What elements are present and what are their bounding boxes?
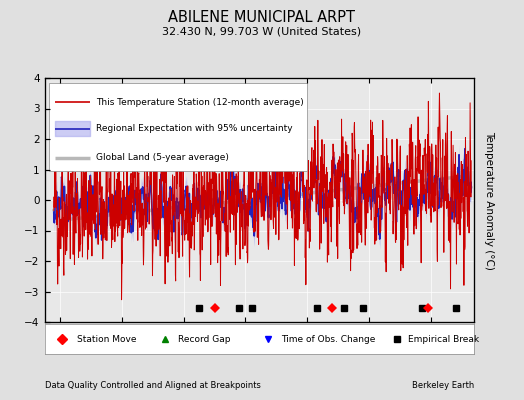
Y-axis label: Temperature Anomaly (°C): Temperature Anomaly (°C) (484, 130, 494, 270)
Text: Data Quality Controlled and Aligned at Breakpoints: Data Quality Controlled and Aligned at B… (45, 381, 260, 390)
Text: This Temperature Station (12-month average): This Temperature Station (12-month avera… (96, 98, 304, 107)
Text: Record Gap: Record Gap (178, 334, 230, 344)
Text: Time of Obs. Change: Time of Obs. Change (281, 334, 375, 344)
Text: ABILENE MUNICIPAL ARPT: ABILENE MUNICIPAL ARPT (169, 10, 355, 25)
Text: Global Land (5-year average): Global Land (5-year average) (96, 153, 229, 162)
Text: 32.430 N, 99.703 W (United States): 32.430 N, 99.703 W (United States) (162, 26, 362, 36)
Text: Regional Expectation with 95% uncertainty: Regional Expectation with 95% uncertaint… (96, 124, 293, 133)
Text: Empirical Break: Empirical Break (408, 334, 479, 344)
Text: Station Move: Station Move (77, 334, 136, 344)
Bar (49, 83, 307, 171)
Text: Berkeley Earth: Berkeley Earth (412, 381, 474, 390)
